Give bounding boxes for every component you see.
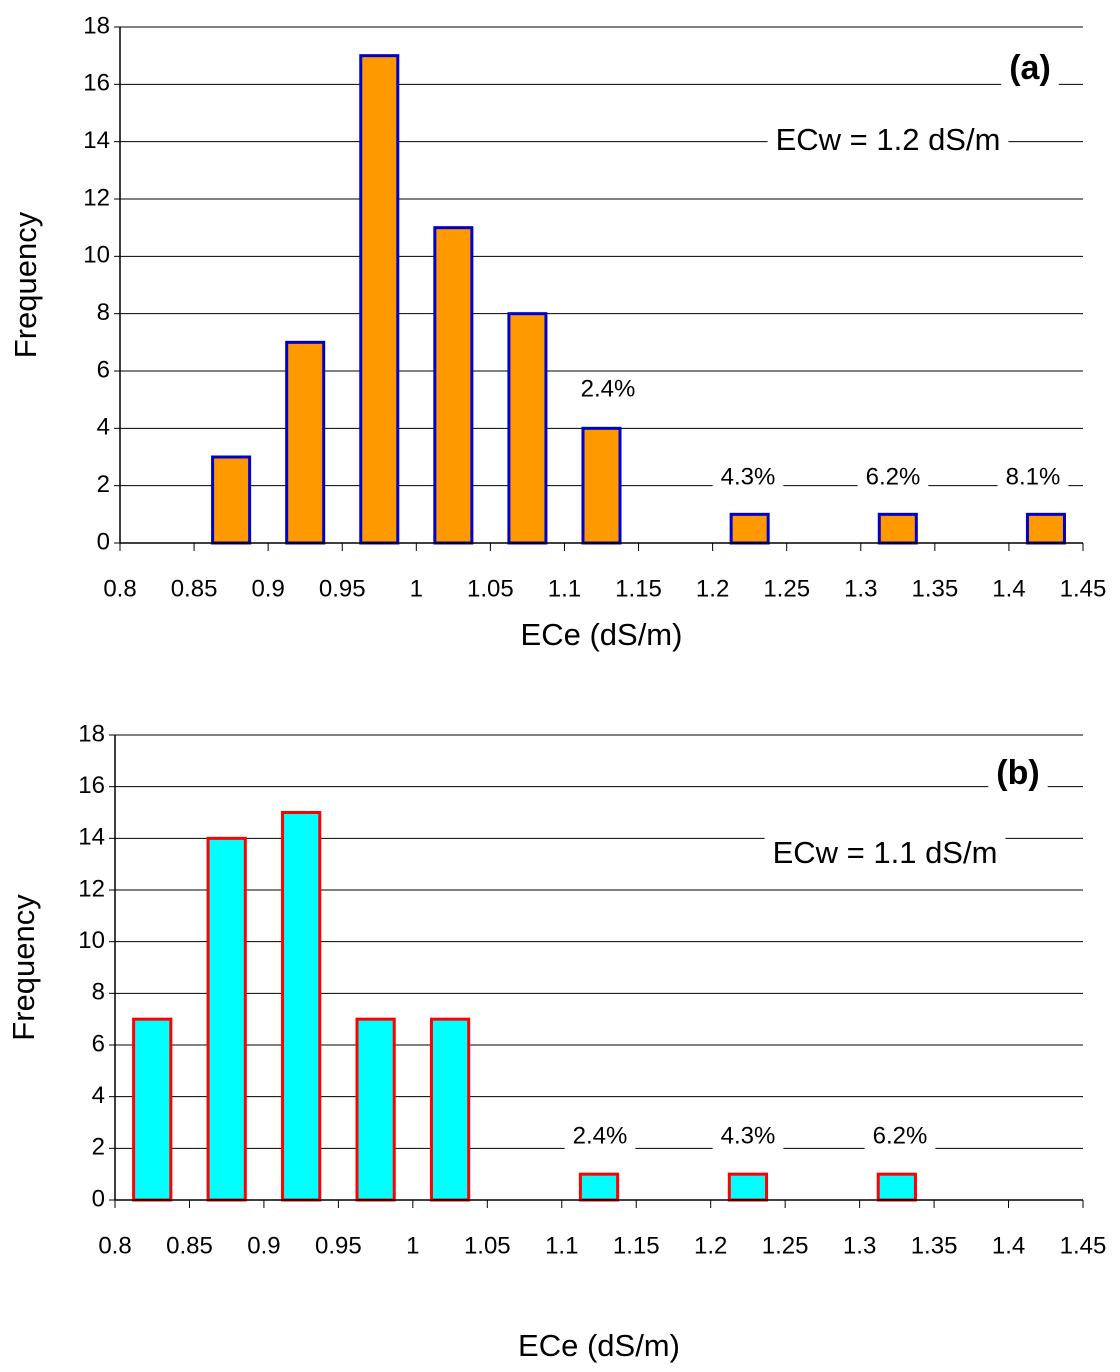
x-tick-label: 1.45	[1060, 575, 1107, 602]
bar	[211, 455, 252, 545]
annotation: ECw = 1.2 dS/m	[776, 122, 1001, 157]
annotation: (a)	[1009, 49, 1051, 87]
annotation: 4.3%	[721, 1122, 776, 1149]
bar	[355, 1017, 396, 1202]
annotation-box	[712, 1120, 784, 1152]
annotation-box	[988, 751, 1048, 794]
annotation-box	[712, 461, 784, 493]
annotation: ECw = 1.1 dS/m	[773, 835, 998, 870]
bar	[507, 312, 548, 545]
x-tick-label: 1.2	[696, 575, 729, 602]
y-tick-label: 14	[78, 824, 105, 851]
x-tick-label: 1.1	[545, 1232, 578, 1259]
bar	[877, 512, 918, 545]
x-tick-label: 0.9	[247, 1232, 280, 1259]
x-tick-label: 1.25	[763, 575, 810, 602]
annotation: 4.3%	[721, 463, 776, 490]
x-tick-label: 0.8	[98, 1232, 131, 1259]
annotations: (b) ECw = 1.1 dS/m 2.4% 4.3% 6.2%	[564, 751, 1048, 1152]
x-axis-label: ECe (dS/m)	[521, 617, 683, 652]
x-tick-label: 0.95	[319, 575, 366, 602]
annotation: 2.4%	[573, 1122, 628, 1149]
bar	[285, 340, 326, 545]
x-tick-label: 1.4	[992, 575, 1025, 602]
y-tick-label: 10	[78, 927, 105, 954]
x-tick-label: 1.1	[548, 575, 581, 602]
x-tick-label: 1.15	[613, 1232, 660, 1259]
y-tick-label: 16	[78, 772, 105, 799]
x-tick-label: 1.05	[467, 575, 514, 602]
x-tick-label: 1	[410, 575, 423, 602]
x-tick-label: 1.05	[464, 1232, 511, 1259]
y-tick-label: 4	[97, 414, 110, 441]
bar	[359, 54, 400, 545]
bar	[876, 1172, 917, 1202]
x-tick-label: 1	[406, 1232, 419, 1259]
x-tick-label: 1.15	[615, 575, 662, 602]
bar	[206, 836, 247, 1202]
x-tick-label: 0.85	[171, 575, 218, 602]
bar	[727, 1172, 769, 1202]
y-tick-label: 6	[92, 1030, 105, 1057]
annotation: (b)	[996, 754, 1039, 792]
y-tick-label: 16	[83, 70, 110, 97]
bar	[429, 1017, 471, 1202]
x-tick-label: 1.4	[992, 1232, 1025, 1259]
bar	[281, 811, 322, 1202]
annotation-box	[864, 1120, 936, 1152]
annotation: 2.4%	[581, 375, 636, 402]
annotation-box	[572, 373, 644, 405]
annotation: 6.2%	[873, 1122, 928, 1149]
x-tick-label: 0.8	[103, 575, 136, 602]
y-tick-label: 2	[97, 471, 110, 498]
x-tick-label: 1.35	[911, 1232, 958, 1259]
annotation-box	[997, 461, 1069, 493]
annotation-box	[564, 1120, 636, 1152]
bar	[729, 512, 770, 545]
x-tick-label: 0.85	[166, 1232, 213, 1259]
y-tick-label: 4	[92, 1082, 105, 1109]
bar	[578, 1172, 620, 1202]
y-tick-label: 8	[92, 979, 105, 1006]
x-tick-label: 1.2	[694, 1232, 727, 1259]
y-tick-label: 18	[78, 720, 105, 747]
annotation-box	[1001, 46, 1059, 89]
y-tick-label: 0	[97, 528, 110, 555]
x-tick-label: 1.45	[1060, 1232, 1107, 1259]
x-tick-label: 1.35	[911, 575, 958, 602]
annotation-box	[764, 833, 1006, 873]
annotation-box	[857, 461, 929, 493]
y-axis-label: Frequency	[6, 894, 41, 1041]
x-tick-label: 0.9	[251, 575, 284, 602]
y-tick-label: 8	[97, 299, 110, 326]
bar	[433, 226, 474, 545]
y-tick-label: 12	[83, 184, 110, 211]
y-tick-label: 18	[83, 12, 110, 39]
annotation-box	[767, 120, 1009, 160]
y-tick-label: 14	[83, 127, 110, 154]
y-axis-label: Frequency	[8, 211, 43, 358]
y-tick-label: 12	[78, 875, 105, 902]
y-tick-label: 6	[97, 356, 110, 383]
x-axis-label: ECe (dS/m)	[518, 1328, 680, 1363]
x-tick-label: 0.95	[315, 1232, 362, 1259]
x-tick-label: 1.25	[762, 1232, 809, 1259]
x-tick-label: 1.3	[844, 575, 877, 602]
y-tick-label: 10	[83, 242, 110, 269]
bar	[132, 1017, 173, 1202]
annotation: 8.1%	[1006, 463, 1061, 490]
y-tick-label: 2	[92, 1134, 105, 1161]
annotations: (a)ECw = 1.2 dS/m 2.4% 4.3% 6.2% 8.1%	[572, 46, 1069, 493]
y-tick-label: 0	[92, 1185, 105, 1212]
annotation: 6.2%	[866, 463, 921, 490]
bar	[581, 426, 622, 545]
x-tick-label: 1.3	[843, 1232, 876, 1259]
bar	[1025, 512, 1066, 545]
